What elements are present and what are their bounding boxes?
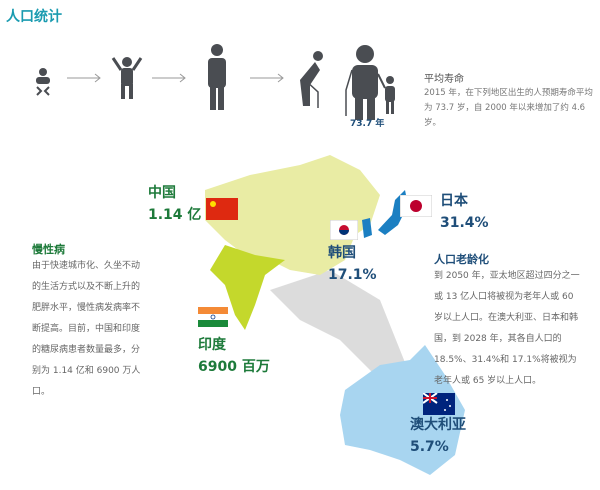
aging-heading: 人口老龄化: [434, 253, 489, 266]
arrow-icon: [67, 73, 284, 83]
grandparent-child-icon: [345, 45, 395, 120]
india-label: 印度 6900 百万: [198, 334, 270, 378]
australia-flag-icon: [423, 393, 455, 415]
japan-name: 日本: [440, 193, 468, 209]
life-expectancy-text: 2015 年，在下列地区出生的人预期寿命平均为 73.7 岁，自 2000 年以…: [424, 88, 593, 128]
korea-label: 韩国 17.1%: [328, 242, 377, 286]
map-india: [210, 245, 285, 330]
map-korea: [362, 218, 372, 238]
china-label: 中国 1.14 亿: [148, 182, 201, 226]
korea-name: 韩国: [328, 245, 356, 261]
map-china: [205, 155, 380, 275]
korea-value: 17.1%: [328, 267, 377, 283]
india-name: 印度: [198, 337, 226, 353]
china-name: 中国: [148, 185, 176, 201]
page-title: 人口统计: [6, 9, 62, 25]
china-value: 1.14 亿: [148, 207, 202, 223]
life-expectancy-value: 73.7 年: [350, 119, 385, 129]
china-flag-icon: [206, 198, 238, 220]
aging-text: 到 2050 年，亚太地区超过四分之一或 13 亿人口将被视为老年人或 60 岁…: [434, 271, 580, 386]
japan-flag-icon: [400, 195, 432, 217]
life-stages-illustration: [36, 44, 395, 120]
adult-icon: [208, 44, 226, 110]
asia-pacific-map: [205, 155, 465, 475]
child-icon: [111, 57, 143, 99]
india-flag-icon: [198, 307, 228, 327]
baby-icon: [36, 68, 50, 96]
australia-label: 澳大利亚 5.7%: [410, 414, 466, 458]
chronic-text: 由于快速城市化、久坐不动的生活方式以及不断上升的肥胖水平，慢性病发病率不断提高。…: [32, 261, 141, 397]
life-expectancy-heading: 平均寿命: [424, 74, 464, 85]
map-australia: [340, 345, 465, 475]
australia-value: 5.7%: [410, 439, 449, 455]
japan-value: 31.4%: [440, 215, 489, 231]
elderly-icon: [300, 51, 323, 108]
india-value: 6900 百万: [198, 359, 270, 375]
korea-flag-icon: [330, 220, 358, 240]
australia-name: 澳大利亚: [410, 417, 466, 433]
japan-label: 日本 31.4%: [440, 190, 489, 234]
chronic-heading: 慢性病: [32, 243, 65, 256]
